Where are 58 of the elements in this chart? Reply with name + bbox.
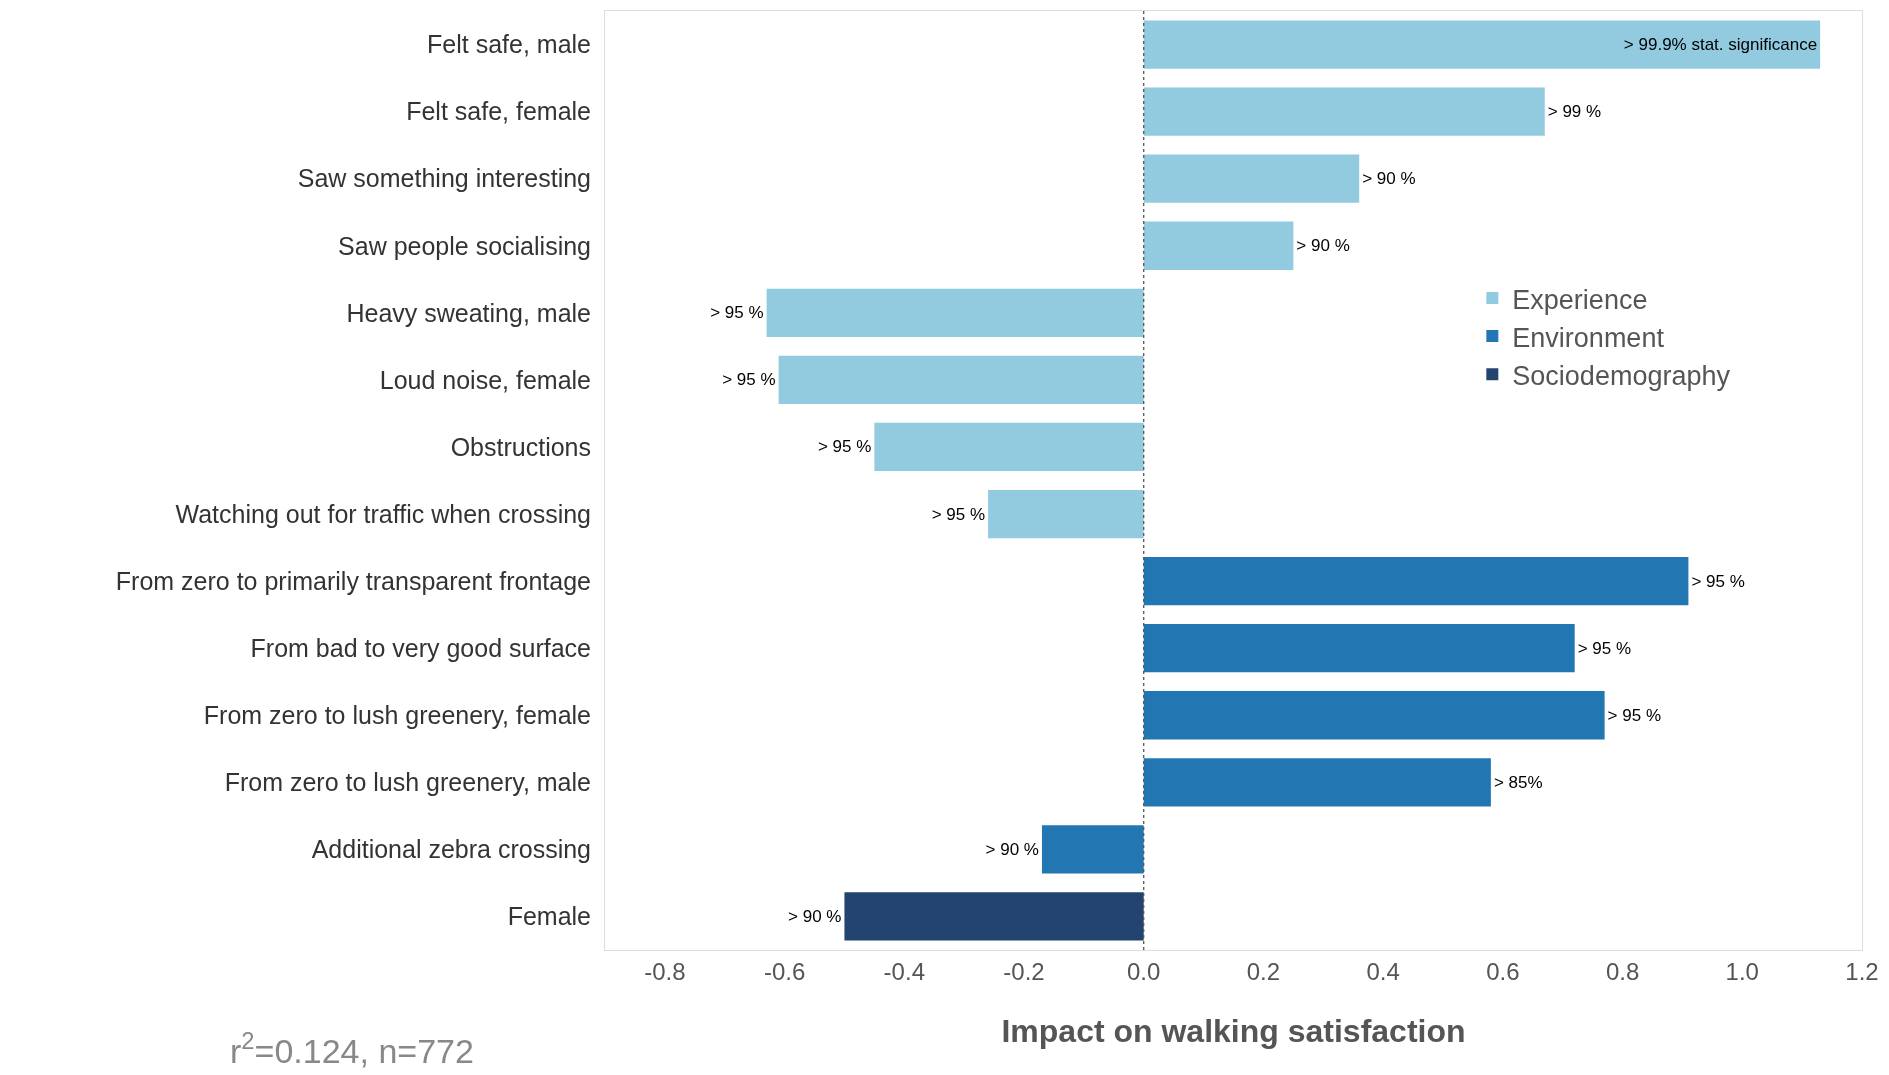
x-tick-label: -0.8 xyxy=(644,957,686,985)
bar xyxy=(1143,624,1575,673)
data-label: > 95 % xyxy=(710,303,764,323)
bar xyxy=(1041,825,1144,874)
data-label: > 99.9% stat. significance xyxy=(1623,35,1818,55)
x-tick-label: 0.8 xyxy=(1605,957,1640,985)
x-tick-label: 1.2 xyxy=(1845,957,1879,985)
x-axis-title: Impact on walking satisfaction xyxy=(1001,1012,1466,1049)
data-label: > 95 % xyxy=(817,437,872,457)
x-tick-label: -0.6 xyxy=(763,957,806,985)
y-tick-label: From zero to lush greenery, male xyxy=(224,768,591,797)
x-tick-label: 1.0 xyxy=(1725,957,1759,985)
x-tick-label: 0.4 xyxy=(1366,957,1400,985)
data-label: > 95 % xyxy=(1607,705,1662,725)
y-tick-label: Female xyxy=(507,902,591,931)
bar xyxy=(1143,87,1545,136)
data-label: > 90 % xyxy=(1296,236,1350,256)
data-label: > 85% xyxy=(1493,772,1543,792)
x-tick-label: 0.6 xyxy=(1486,957,1520,985)
y-tick-label: From zero to lush greenery, female xyxy=(203,701,591,729)
data-label: > 95 % xyxy=(931,504,986,524)
bar xyxy=(1143,221,1294,270)
y-tick-label: Felt safe, female xyxy=(406,97,591,126)
data-label: > 95 % xyxy=(1691,571,1745,591)
y-tick-label: From zero to primarily transparent frontage xyxy=(115,566,591,595)
y-tick-label: Saw people socialising xyxy=(338,231,591,260)
data-label: > 95 % xyxy=(1577,638,1632,658)
bar xyxy=(874,422,1144,472)
y-tick-label: Additional zebra crossing xyxy=(311,835,591,864)
data-label: > 90 % xyxy=(1362,169,1416,189)
bar xyxy=(1143,556,1689,606)
legend-label: Environment xyxy=(1512,322,1665,353)
y-tick-label: Felt safe, male xyxy=(427,30,591,59)
bar xyxy=(1143,758,1491,807)
text: r$^{2}$=0.124, n=772 xyxy=(230,1027,474,1071)
data-label: > 99 % xyxy=(1547,102,1602,122)
bar xyxy=(766,288,1144,337)
x-tick-label: 0.2 xyxy=(1246,957,1281,985)
y-tick-label: Loud noise, female xyxy=(379,365,591,394)
bar xyxy=(988,489,1144,539)
data-label: > 95 % xyxy=(722,370,776,390)
data-label: > 90 % xyxy=(985,839,1039,859)
legend-label: Experience xyxy=(1512,284,1648,315)
bar xyxy=(1143,20,1821,69)
x-tick-label: 0.0 xyxy=(1127,957,1161,985)
x-tick-label: -0.2 xyxy=(1003,957,1045,985)
y-tick-label: Obstructions xyxy=(450,432,591,461)
bar xyxy=(844,892,1144,941)
y-tick-label: Saw something interesting xyxy=(297,164,591,193)
bar xyxy=(1143,691,1605,740)
y-tick-label: Watching out for traffic when crossing xyxy=(175,499,591,528)
bar xyxy=(1143,154,1360,203)
bar xyxy=(778,355,1144,405)
y-tick-label: From bad to very good surface xyxy=(250,633,591,662)
legend-label: Sociodemography xyxy=(1512,360,1731,391)
data-label: > 90 % xyxy=(788,906,842,926)
y-tick-label: Heavy sweating, male xyxy=(346,298,591,327)
x-tick-label: -0.4 xyxy=(883,957,925,985)
